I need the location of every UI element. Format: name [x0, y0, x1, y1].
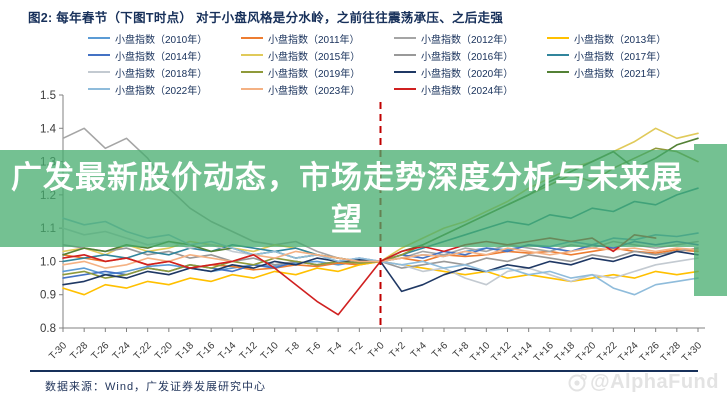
- legend-swatch: [547, 54, 569, 56]
- x-axis-label: T-12: [238, 340, 260, 360]
- legend-label: 小盘指数（2023年）: [268, 85, 361, 97]
- x-axis-label: T-26: [90, 340, 112, 360]
- overlay-headline: 广发最新股价动态，市场走势深度分析与未来展望: [11, 159, 683, 237]
- x-axis-label: T-10: [259, 340, 281, 360]
- x-axis-label: T+4: [409, 340, 429, 360]
- watermark-text: @AlphaFund: [590, 371, 719, 393]
- legend-item: 小盘指数（2010年）: [88, 31, 241, 46]
- legend-label: 小盘指数（2011年）: [268, 34, 360, 46]
- y-axis-label: 0.8: [40, 323, 56, 335]
- x-axis-label: T-2: [347, 340, 365, 358]
- overlay-banner: 广发最新股价动态，市场走势深度分析与未来展望: [0, 150, 694, 247]
- x-axis-label: T+30: [680, 340, 704, 360]
- x-axis-label: T-20: [153, 340, 175, 360]
- legend-item: 小盘指数（2024年）: [394, 82, 547, 97]
- x-axis-label: T-14: [217, 340, 239, 360]
- legend-swatch: [394, 37, 416, 39]
- legend-label: 小盘指数（2019年）: [268, 68, 361, 80]
- x-axis-label: T-16: [195, 340, 217, 360]
- x-axis-label: T-6: [305, 340, 323, 358]
- legend-swatch: [88, 71, 110, 73]
- legend-item: 小盘指数（2012年）: [394, 31, 547, 46]
- overlay-banner-strip: [694, 144, 727, 296]
- legend-swatch: [241, 37, 263, 39]
- y-axis-label: 0.9: [40, 290, 56, 302]
- watermark: @AlphaFund: [567, 371, 719, 394]
- legend-item: 小盘指数（2016年）: [394, 48, 547, 63]
- legend-swatch: [394, 71, 416, 73]
- footer-rule: [30, 370, 698, 372]
- legend-swatch: [394, 88, 416, 90]
- x-axis-label: T+2: [388, 340, 408, 360]
- x-axis-label: T-24: [111, 340, 133, 360]
- y-axis-label: 1.0: [40, 256, 56, 268]
- figure-title: 图2: 每年春节（下图T时点） 对于小盘风格是分水岭，之前往往震荡承压、之后走强: [28, 11, 504, 25]
- legend-label: 小盘指数（2022年）: [115, 85, 208, 97]
- legend-item: 小盘指数（2022年）: [88, 82, 241, 97]
- legend-label: 小盘指数（2020年）: [421, 68, 514, 80]
- legend-label: 小盘指数（2010年）: [115, 34, 208, 46]
- legend-label: 小盘指数（2012年）: [421, 34, 514, 46]
- legend-item: 小盘指数（2015年）: [241, 48, 394, 63]
- legend-item: 小盘指数（2011年）: [241, 31, 394, 46]
- legend-item: 小盘指数（2018年）: [88, 65, 241, 80]
- legend-swatch: [241, 88, 263, 90]
- legend-item: 小盘指数（2017年）: [547, 48, 700, 63]
- x-axis-label: T-4: [326, 340, 344, 358]
- legend-swatch: [88, 37, 110, 39]
- legend-item: 小盘指数（2013年）: [547, 31, 700, 46]
- legend-label: 小盘指数（2014年）: [115, 51, 208, 63]
- x-axis-label: T-8: [284, 340, 302, 358]
- line-chart: 0.80.91.01.11.21.31.41.5T-30T-28T-26T-24…: [40, 90, 705, 360]
- x-axis-label: T+6: [430, 340, 450, 360]
- legend-label: 小盘指数（2017年）: [574, 51, 667, 63]
- legend-swatch: [88, 54, 110, 56]
- legend-swatch: [547, 37, 569, 39]
- x-axis-label: T-18: [174, 340, 196, 360]
- x-axis-label: T-28: [68, 340, 90, 360]
- legend-item: 小盘指数（2021年）: [547, 65, 700, 80]
- legend-item: 小盘指数（2014年）: [88, 48, 241, 63]
- x-axis-label: T+0: [366, 340, 386, 360]
- legend-swatch: [547, 71, 569, 73]
- camera-logo-icon: [568, 373, 587, 391]
- y-axis-label: 1.5: [40, 90, 56, 102]
- legend-item: 小盘指数（2019年）: [241, 65, 394, 80]
- legend-swatch: [241, 54, 263, 56]
- legend-label: 小盘指数（2015年）: [268, 51, 361, 63]
- x-axis-label: T-30: [47, 340, 69, 360]
- legend: 小盘指数（2010年） 小盘指数（2011年） 小盘指数（2012年） 小盘指数（20…: [88, 31, 700, 97]
- x-axis-label: T-22: [132, 340, 154, 360]
- legend-item: 小盘指数（2023年）: [241, 82, 394, 97]
- y-axis-label: 1.4: [40, 123, 57, 135]
- legend-item: 小盘指数（2020年）: [394, 65, 547, 80]
- legend-label: 小盘指数（2018年）: [115, 68, 208, 80]
- legend-swatch: [394, 54, 416, 56]
- legend-swatch: [88, 88, 110, 90]
- legend-swatch: [241, 71, 263, 73]
- legend-label: 小盘指数（2016年）: [421, 51, 514, 63]
- legend-label: 小盘指数（2013年）: [574, 34, 667, 46]
- source-text: 数据来源：Wind，广发证券发展研究中心: [45, 381, 267, 393]
- legend-label: 小盘指数（2024年）: [421, 85, 514, 97]
- legend-label: 小盘指数（2021年）: [574, 68, 667, 80]
